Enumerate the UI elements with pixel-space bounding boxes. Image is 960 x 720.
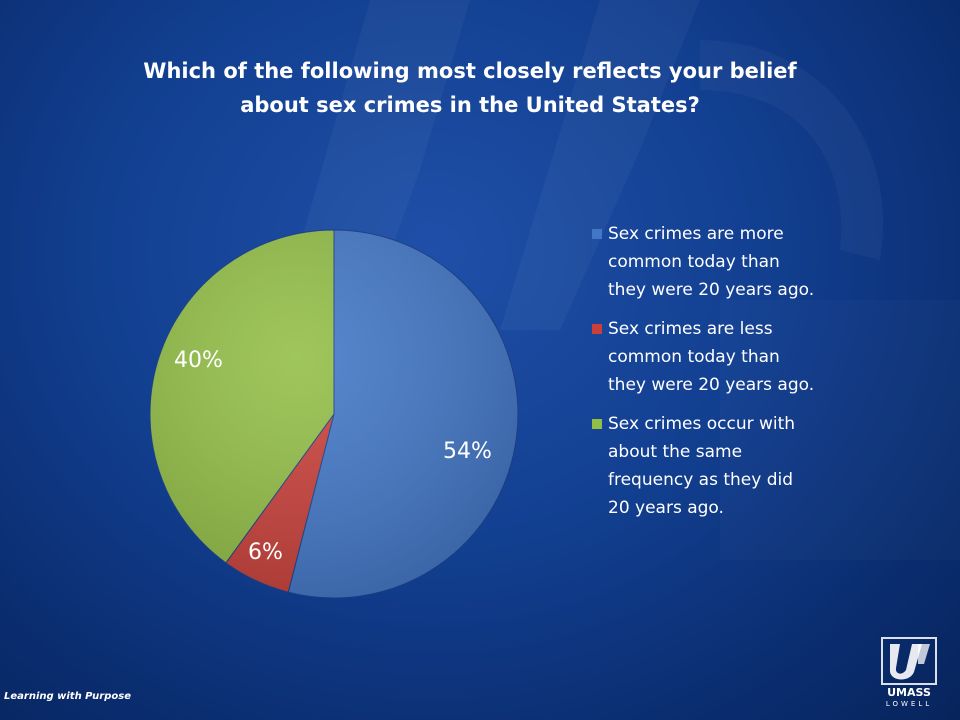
pie-slices xyxy=(149,229,519,599)
chart-title: Which of the following most closely refl… xyxy=(110,54,830,122)
legend-swatch-more-common xyxy=(592,229,602,239)
data-label-same-frequency: 40% xyxy=(174,348,223,373)
chart-legend: Sex crimes are more common today than th… xyxy=(592,220,892,522)
pie-data-labels: 54% 6% 40% xyxy=(174,348,492,565)
logo-text-lowell: LOWELL xyxy=(885,700,933,708)
footer-tagline: Learning with Purpose xyxy=(4,691,131,702)
legend-label-same-frequency: Sex crimes occur with about the same fre… xyxy=(608,414,796,518)
legend-item-more-common: Sex crimes are more common today than th… xyxy=(592,220,892,304)
data-label-more-common: 54% xyxy=(443,439,492,464)
logo-mark-icon xyxy=(881,637,937,685)
data-label-less-common: 6% xyxy=(248,540,283,565)
legend-label-less-common: Sex crimes are less common today than th… xyxy=(608,319,815,395)
umass-lowell-logo: UMASS LOWELL xyxy=(878,634,940,712)
legend-item-less-common: Sex crimes are less common today than th… xyxy=(592,315,892,399)
chart-title-line-1: Which of the following most closely refl… xyxy=(143,59,797,83)
logo-text-umass: UMASS xyxy=(887,686,931,699)
legend-item-same-frequency: Sex crimes occur with about the same fre… xyxy=(592,410,892,522)
legend-label-more-common: Sex crimes are more common today than th… xyxy=(608,224,815,300)
legend-swatch-same-frequency xyxy=(592,419,602,429)
chart-title-line-2: about sex crimes in the United States? xyxy=(240,93,700,117)
legend-swatch-less-common xyxy=(592,324,602,334)
